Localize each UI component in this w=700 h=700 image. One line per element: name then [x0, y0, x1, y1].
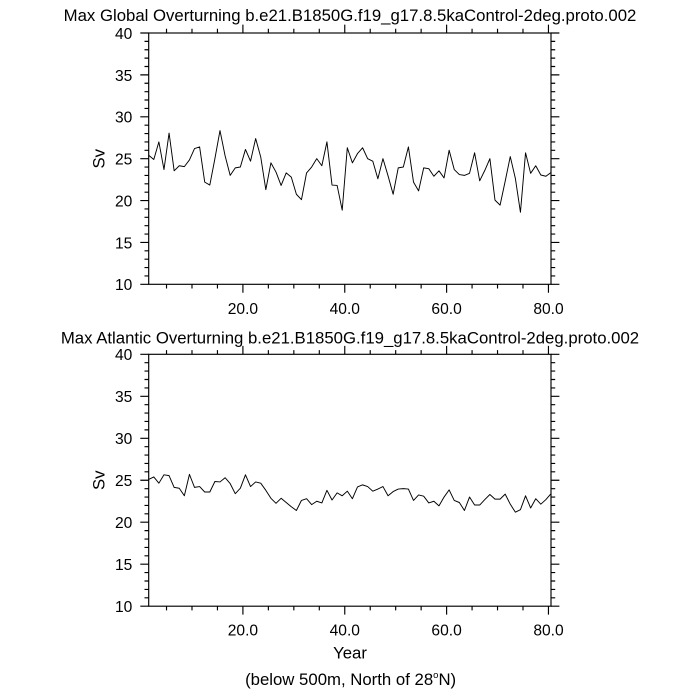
svg-text:40: 40	[115, 26, 133, 43]
svg-text:35: 35	[115, 68, 133, 85]
svg-text:60.0: 60.0	[431, 623, 462, 640]
svg-text:25: 25	[115, 473, 133, 490]
svg-text:20: 20	[115, 515, 133, 532]
svg-text:35: 35	[115, 389, 133, 406]
svg-text:Max Atlantic Overturning b.e21: Max Atlantic Overturning b.e21.B1850G.f1…	[61, 328, 639, 347]
svg-text:Max Global Overturning b.e21.B: Max Global Overturning b.e21.B1850G.f19_…	[64, 6, 637, 25]
svg-text:10: 10	[115, 599, 133, 616]
svg-text:80.0: 80.0	[533, 301, 564, 318]
svg-text:25: 25	[115, 152, 133, 169]
svg-text:20.0: 20.0	[228, 301, 259, 318]
svg-text:Year: Year	[333, 644, 367, 663]
svg-text:Sv: Sv	[90, 148, 109, 168]
svg-text:20.0: 20.0	[228, 623, 259, 640]
svg-text:(below 500m, North of 28oN): (below 500m, North of 28oN)	[245, 670, 456, 689]
svg-text:40.0: 40.0	[330, 623, 361, 640]
svg-text:30: 30	[115, 431, 133, 448]
svg-text:15: 15	[115, 557, 133, 574]
svg-text:60.0: 60.0	[431, 301, 462, 318]
svg-text:Sv: Sv	[90, 470, 109, 490]
svg-text:15: 15	[115, 235, 133, 252]
svg-text:40.0: 40.0	[330, 301, 361, 318]
svg-text:30: 30	[115, 110, 133, 127]
svg-text:10: 10	[115, 277, 133, 294]
svg-text:20: 20	[115, 193, 133, 210]
svg-text:40: 40	[115, 347, 133, 364]
svg-text:80.0: 80.0	[533, 623, 564, 640]
